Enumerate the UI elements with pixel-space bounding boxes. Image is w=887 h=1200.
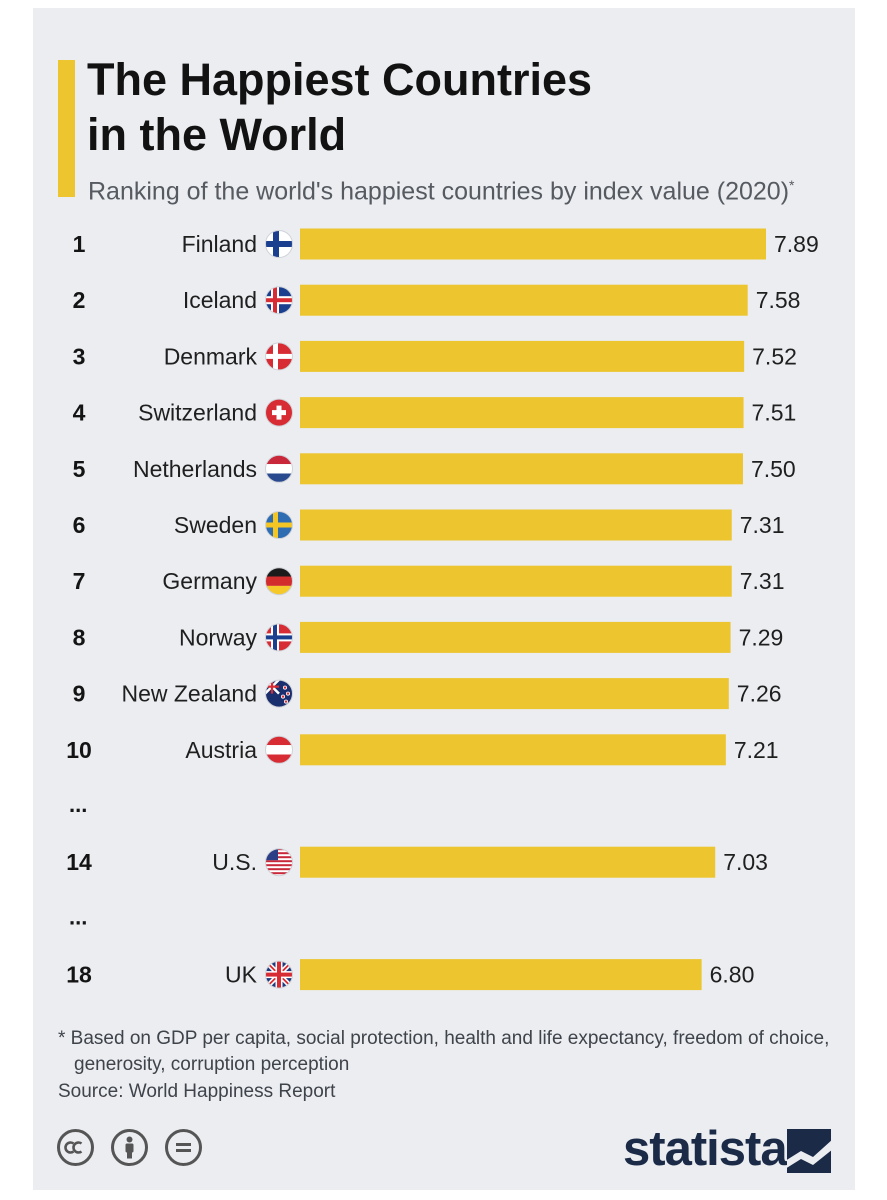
rank-label: 9 bbox=[73, 681, 86, 707]
value-label-netherlands: 7.50 bbox=[751, 456, 796, 482]
bar-finland bbox=[300, 228, 766, 260]
category-label-norway: Norway bbox=[179, 624, 257, 650]
value-label-austria: 7.21 bbox=[734, 737, 779, 763]
statista-logo: statista bbox=[623, 1122, 833, 1181]
bar-norway bbox=[300, 621, 731, 653]
rank-label: 8 bbox=[73, 624, 86, 650]
subtitle-text: Ranking of the world's happiest countrie… bbox=[88, 177, 790, 206]
bar-netherlands bbox=[300, 453, 743, 485]
denmark-flag-icon bbox=[265, 342, 293, 371]
statista-mark-icon bbox=[787, 1129, 831, 1173]
iceland-flag-icon bbox=[265, 286, 293, 315]
value-label-norway: 7.29 bbox=[739, 624, 784, 650]
value-label-u-s: 7.03 bbox=[723, 849, 768, 875]
uk-flag-icon bbox=[265, 960, 293, 989]
source-note: Source: World Happiness Report bbox=[58, 1081, 336, 1102]
chart-subtitle: Ranking of the world's happiest countrie… bbox=[88, 168, 848, 208]
rank-label: 10 bbox=[66, 737, 92, 763]
new-zealand-flag-icon bbox=[265, 679, 293, 708]
bar-chart: ...... 1 Finland 7.89 2 Iceland 7.58 3 Denmark 7.… bbox=[66, 228, 819, 991]
bar-new-zealand bbox=[300, 678, 729, 710]
nd-icon bbox=[165, 1129, 202, 1166]
bar-sweden bbox=[300, 509, 732, 541]
switzerland-flag-icon bbox=[265, 398, 293, 427]
infographic-card: The Happiest Countries in the World Rank… bbox=[33, 8, 855, 1190]
gap-marker: ... bbox=[69, 904, 87, 929]
rank-label: 7 bbox=[73, 568, 86, 594]
category-label-uk: UK bbox=[225, 962, 258, 988]
bar-austria bbox=[300, 734, 726, 766]
bar-switzerland bbox=[300, 397, 744, 429]
rank-label: 1 bbox=[73, 231, 86, 257]
bar-germany bbox=[300, 565, 732, 597]
gap-marker: ... bbox=[69, 792, 87, 817]
footnote: * Based on GDP per capita, social protec… bbox=[58, 1028, 830, 1075]
value-label-new-zealand: 7.26 bbox=[737, 681, 782, 707]
value-label-iceland: 7.58 bbox=[756, 287, 801, 313]
norway-flag-icon bbox=[265, 623, 293, 652]
value-label-denmark: 7.52 bbox=[752, 343, 797, 369]
bar-u-s bbox=[300, 846, 716, 878]
chart-title: The Happiest Countries in the World bbox=[87, 54, 593, 160]
value-label-uk: 6.80 bbox=[710, 962, 755, 988]
value-label-germany: 7.31 bbox=[740, 568, 785, 594]
rank-label: 18 bbox=[66, 962, 92, 988]
rank-label: 6 bbox=[73, 512, 86, 538]
germany-flag-icon bbox=[265, 567, 293, 596]
category-label-iceland: Iceland bbox=[183, 287, 257, 313]
bar-iceland bbox=[300, 284, 748, 316]
value-label-finland: 7.89 bbox=[774, 231, 819, 257]
bar-denmark bbox=[300, 340, 745, 372]
statista-wordmark: statista bbox=[623, 1122, 788, 1176]
rank-label: 5 bbox=[73, 456, 86, 482]
cc-icon bbox=[57, 1129, 94, 1166]
subtitle-footnote-mark: * bbox=[789, 177, 795, 193]
us-flag-icon bbox=[265, 848, 293, 877]
title-accent-bar bbox=[58, 60, 75, 197]
category-label-austria: Austria bbox=[185, 737, 257, 763]
category-label-germany: Germany bbox=[162, 568, 257, 594]
category-label-new-zealand: New Zealand bbox=[121, 681, 257, 707]
category-label-switzerland: Switzerland bbox=[138, 400, 257, 426]
netherlands-flag-icon bbox=[265, 454, 293, 483]
category-label-u-s: U.S. bbox=[212, 849, 257, 875]
finland-flag-icon bbox=[265, 230, 293, 258]
category-label-sweden: Sweden bbox=[174, 512, 257, 538]
rank-label: 4 bbox=[73, 400, 86, 426]
value-label-switzerland: 7.51 bbox=[752, 400, 797, 426]
category-label-finland: Finland bbox=[182, 231, 257, 257]
by-icon bbox=[111, 1129, 148, 1166]
bar-uk bbox=[300, 959, 702, 991]
rank-label: 3 bbox=[73, 343, 86, 369]
category-label-denmark: Denmark bbox=[164, 343, 258, 369]
rank-label: 2 bbox=[73, 287, 86, 313]
rank-label: 14 bbox=[66, 849, 92, 875]
sweden-flag-icon bbox=[265, 511, 293, 539]
austria-flag-icon bbox=[265, 735, 293, 764]
value-label-sweden: 7.31 bbox=[740, 512, 785, 538]
category-label-netherlands: Netherlands bbox=[133, 456, 257, 482]
